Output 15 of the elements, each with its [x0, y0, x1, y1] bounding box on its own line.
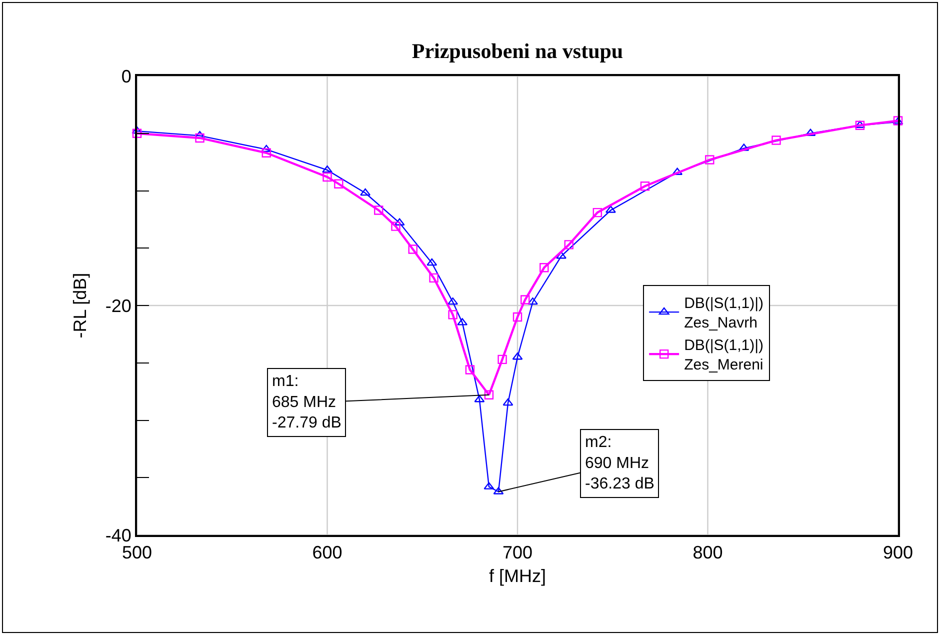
x-axis-title: f [MHz]	[489, 566, 546, 586]
x-tick-label: 800	[692, 542, 723, 563]
chart-title: Prizpusobeni na vstupu	[412, 39, 624, 63]
x-tick-label: 500	[122, 542, 152, 563]
legend-label: DB(|S(1,1)|) Zes_Mereni	[684, 337, 764, 374]
y-tick-label: -20	[105, 296, 132, 316]
y-axis-title: -RL [dB]	[70, 272, 90, 338]
annotation: m2: 690 MHz -36.23 dB	[585, 434, 654, 493]
annotation: m1: 685 MHz -27.79 dB	[272, 373, 342, 432]
y-tick-label: 0	[121, 66, 132, 86]
x-tick-label: 600	[312, 542, 342, 563]
x-tick-label: 700	[502, 542, 533, 563]
x-tick-label: 900	[882, 542, 914, 563]
legend-label: DB(|S(1,1)|) Zes_Navrh	[684, 295, 764, 332]
y-tick-label: -40	[105, 525, 132, 546]
